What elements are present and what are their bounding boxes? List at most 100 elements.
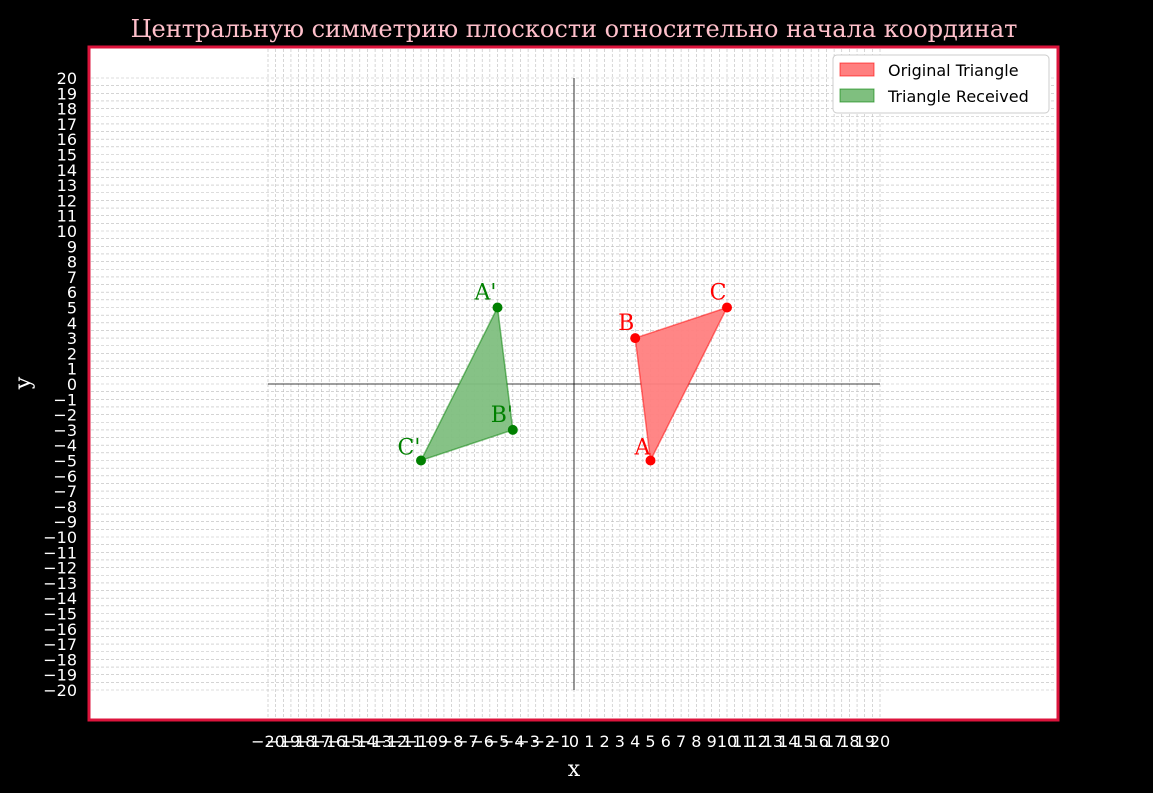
- x-tick-label: −8: [440, 732, 464, 751]
- y-tick-label: 16: [57, 130, 77, 149]
- x-tick-label: −1: [547, 732, 571, 751]
- x-tick-label: −4: [501, 732, 525, 751]
- y-tick-label: 13: [57, 176, 77, 195]
- x-axis-label: x: [568, 757, 581, 782]
- x-tick-label: −17: [297, 732, 331, 751]
- legend-label: Original Triangle: [888, 61, 1019, 80]
- y-tick-label: −19: [43, 666, 77, 685]
- y-tick-labels: −20−19−18−17−16−15−14−13−12−11−10−9−8−7−…: [43, 69, 77, 700]
- y-tick-label: −18: [43, 650, 77, 669]
- vertex-label: A: [634, 436, 652, 461]
- vertex-label: B': [491, 403, 513, 428]
- vertex-label: A': [474, 281, 497, 306]
- y-tick-label: 0: [67, 375, 77, 394]
- y-tick-label: −4: [53, 436, 77, 455]
- x-tick-label: 4: [630, 732, 640, 751]
- y-tick-label: 2: [67, 344, 77, 363]
- y-tick-label: 18: [57, 100, 77, 119]
- y-tick-label: 12: [57, 191, 77, 210]
- x-tick-label: 1: [584, 732, 594, 751]
- y-tick-label: 5: [67, 299, 77, 318]
- vertex-label: B: [618, 311, 634, 336]
- x-tick-label: 8: [691, 732, 701, 751]
- x-tick-label: −19: [266, 732, 300, 751]
- x-tick-label: 10: [717, 732, 737, 751]
- x-tick-label: −3: [516, 732, 540, 751]
- y-tick-label: −12: [43, 559, 77, 578]
- y-tick-label: −3: [53, 421, 77, 440]
- triangle-received: [419, 304, 514, 462]
- y-tick-label: 19: [57, 84, 77, 103]
- x-tick-label: 14: [778, 732, 798, 751]
- chart-title: Центральную симметрию плоскости относите…: [131, 15, 1018, 43]
- x-tick-label: 12: [747, 732, 767, 751]
- y-tick-label: −10: [43, 528, 77, 547]
- x-tick-label: −7: [455, 732, 479, 751]
- x-tick-label: −9: [425, 732, 449, 751]
- x-tick-label: 19: [855, 732, 875, 751]
- y-tick-label: −13: [43, 574, 77, 593]
- vertex-point: [645, 455, 656, 466]
- x-tick-label: 3: [615, 732, 625, 751]
- y-tick-label: 9: [67, 237, 77, 256]
- y-tick-label: 15: [57, 146, 77, 165]
- y-tick-label: −20: [43, 681, 77, 700]
- vertex-label: C: [710, 281, 727, 306]
- y-tick-label: 10: [57, 222, 77, 241]
- triangle-original: [634, 306, 729, 464]
- x-tick-label: 16: [809, 732, 829, 751]
- x-tick-label: −6: [470, 732, 494, 751]
- y-axis-label: y: [11, 376, 36, 390]
- x-tick-label: 7: [676, 732, 686, 751]
- x-tick-label: −11: [389, 732, 423, 751]
- y-tick-label: 7: [67, 268, 77, 287]
- polygons: [419, 304, 729, 464]
- x-tick-label: −14: [343, 732, 377, 751]
- y-tick-label: 11: [57, 207, 77, 226]
- x-tick-label: −16: [312, 732, 346, 751]
- y-tick-label: 4: [67, 314, 77, 333]
- y-tick-label: 20: [57, 69, 77, 88]
- y-tick-label: 8: [67, 253, 77, 272]
- y-tick-label: −1: [53, 390, 77, 409]
- x-tick-label: −12: [374, 732, 408, 751]
- y-tick-label: −2: [53, 406, 77, 425]
- x-tick-label: −2: [532, 732, 556, 751]
- x-tick-label: 6: [661, 732, 671, 751]
- legend: Original Triangle Triangle Received: [832, 54, 1050, 114]
- y-tick-label: −9: [53, 513, 77, 532]
- vertex-point: [722, 302, 732, 313]
- x-tick-labels: −20−19−18−17−16−15−14−13−12−11−10−9−8−7−…: [251, 732, 890, 751]
- y-tick-label: 14: [57, 161, 77, 180]
- y-tick-label: 3: [67, 329, 77, 348]
- x-tick-label: −15: [328, 732, 362, 751]
- y-tick-label: −8: [53, 497, 77, 516]
- x-tick-label: 11: [732, 732, 752, 751]
- y-tick-label: −16: [43, 620, 77, 639]
- x-tick-label: 5: [645, 732, 655, 751]
- x-tick-label: 0: [569, 732, 579, 751]
- y-tick-label: 17: [57, 115, 77, 134]
- x-tick-label: 2: [600, 732, 610, 751]
- y-tick-label: 6: [67, 283, 77, 302]
- x-tick-label: −10: [404, 732, 438, 751]
- legend-swatch: [839, 88, 875, 103]
- y-tick-label: −17: [43, 635, 77, 654]
- x-tick-label: −18: [282, 732, 316, 751]
- y-tick-label: −15: [43, 605, 77, 624]
- points: A B C A' B' C': [398, 281, 732, 466]
- x-tick-label: 9: [707, 732, 717, 751]
- vertex-point: [630, 333, 641, 344]
- vertex-point: [507, 424, 518, 435]
- legend-swatch: [839, 62, 875, 77]
- axes: [268, 78, 880, 690]
- y-tick-label: 1: [67, 360, 77, 379]
- y-tick-label: −5: [53, 452, 77, 471]
- x-tick-label: −5: [486, 732, 510, 751]
- x-tick-label: −13: [358, 732, 392, 751]
- plot-frame: [87, 45, 1060, 722]
- x-tick-label: 13: [763, 732, 783, 751]
- y-tick-label: −7: [53, 482, 77, 501]
- y-tick-label: −14: [43, 589, 77, 608]
